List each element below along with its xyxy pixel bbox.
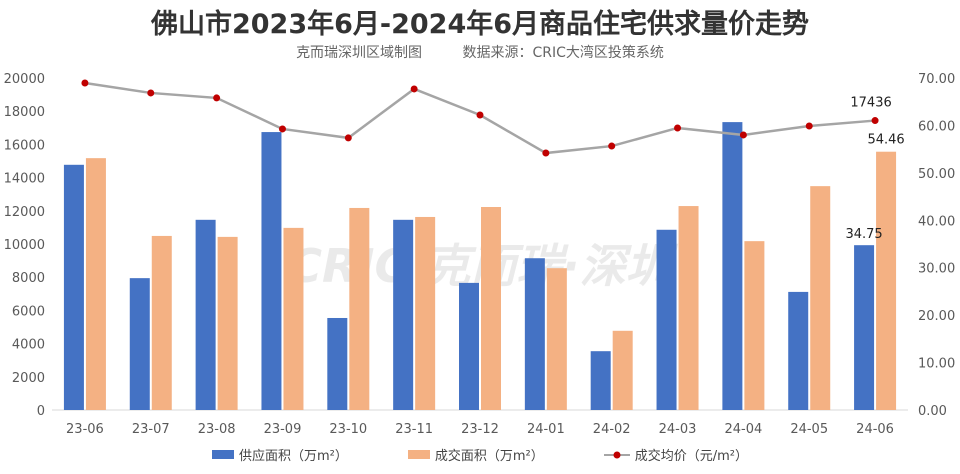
- x-axis-tick: 24-01: [527, 422, 565, 437]
- right-axis-tick: 0.00: [918, 404, 947, 419]
- bar-supply: [63, 164, 84, 410]
- right-axis-tick: 70.00: [918, 72, 955, 87]
- x-axis-tick: 24-06: [856, 422, 894, 437]
- legend-line-marker-icon: [603, 451, 630, 458]
- chart-subtitle: 克而瑞深圳区域制图 数据来源：CRIC大湾区投策系统: [0, 42, 960, 62]
- legend-swatch-supply: [211, 450, 234, 459]
- bar-deal: [349, 207, 370, 410]
- legend-item-price[interactable]: 成交均价（元/m²）: [603, 445, 749, 464]
- legend-label-price: 成交均价（元/m²）: [634, 449, 749, 464]
- subtitle-right: 数据来源：CRIC大湾区投策系统: [462, 45, 664, 61]
- x-axis-tick: 23-11: [395, 422, 433, 437]
- x-axis-tick: 24-05: [790, 422, 828, 437]
- left-axis-tick: 10000: [4, 238, 45, 253]
- bar-supply: [524, 258, 545, 410]
- price-point: [410, 85, 418, 93]
- legend-item-supply[interactable]: 供应面积（万m²）: [211, 445, 348, 464]
- bar-deal: [151, 235, 172, 410]
- x-axis-tick: 23-10: [329, 422, 367, 437]
- left-axis-tick: 18000: [4, 105, 45, 120]
- left-axis-tick: 0: [37, 404, 45, 419]
- bar-supply: [590, 351, 611, 410]
- x-axis-tick: 23-06: [66, 422, 104, 437]
- bar-supply: [261, 132, 282, 410]
- left-axis-tick: 16000: [4, 138, 45, 153]
- x-axis-tick: 23-07: [132, 422, 170, 437]
- left-axis-tick: 4000: [12, 338, 45, 353]
- bar-deal: [415, 216, 436, 410]
- x-axis-tick: 23-12: [461, 422, 499, 437]
- bar-supply: [393, 219, 414, 410]
- right-axis-tick: 60.00: [918, 119, 955, 134]
- price-point: [674, 124, 682, 132]
- bar-deal: [612, 330, 633, 410]
- bar-supply: [788, 291, 809, 410]
- data-label: 34.75: [845, 227, 882, 242]
- bar-deal: [876, 151, 897, 411]
- bar-deal: [678, 206, 699, 410]
- x-axis-tick: 23-08: [198, 422, 236, 437]
- legend-swatch-deal: [407, 450, 430, 459]
- price-point: [739, 131, 747, 139]
- data-label: 17436: [850, 96, 891, 111]
- price-point: [542, 149, 550, 157]
- x-axis-tick: 24-03: [659, 422, 697, 437]
- price-point: [344, 134, 352, 142]
- bar-deal: [85, 158, 106, 410]
- left-axis-tick: 8000: [12, 271, 45, 286]
- price-point: [805, 122, 813, 130]
- price-point: [213, 94, 221, 102]
- left-axis-tick: 2000: [12, 371, 45, 386]
- bar-deal: [744, 241, 765, 410]
- right-axis-tick: 20.00: [918, 309, 955, 324]
- price-point: [81, 79, 89, 87]
- legend-label-deal: 成交面积（万m²）: [434, 449, 544, 464]
- bar-supply: [195, 219, 216, 410]
- price-point: [871, 117, 879, 125]
- bar-supply: [656, 229, 677, 410]
- x-axis-tick: 24-02: [593, 422, 631, 437]
- bar-deal: [546, 268, 567, 410]
- bar-supply: [722, 122, 743, 410]
- bar-deal: [481, 207, 501, 410]
- bar-supply: [459, 282, 479, 410]
- left-axis-tick: 14000: [4, 172, 45, 187]
- right-axis-tick: 50.00: [918, 167, 955, 182]
- x-axis-tick: 23-09: [264, 422, 302, 437]
- price-point: [278, 125, 286, 133]
- price-point: [147, 89, 155, 97]
- left-axis-tick: 20000: [4, 72, 45, 87]
- legend: 供应面积（万m²） 成交面积（万m²） 成交均价（元/m²）: [0, 445, 960, 464]
- right-axis-tick: 30.00: [918, 262, 955, 277]
- subtitle-left: 克而瑞深圳区域制图: [296, 45, 423, 61]
- bar-deal: [810, 186, 831, 410]
- right-axis-tick: 40.00: [918, 214, 955, 229]
- x-axis-tick: 24-04: [724, 422, 762, 437]
- bar-supply: [129, 278, 150, 410]
- left-axis-tick: 6000: [12, 304, 45, 319]
- left-axis-tick: 12000: [4, 205, 45, 220]
- bar-supply: [854, 245, 875, 410]
- data-label: 54.46: [867, 133, 904, 148]
- price-point: [608, 142, 616, 150]
- price-point: [476, 111, 484, 119]
- bar-supply: [327, 317, 348, 410]
- right-axis-tick: 10.00: [918, 357, 955, 372]
- chart-title: 佛山市2023年6月-2024年6月商品住宅供求量价走势: [150, 9, 810, 40]
- bar-deal: [283, 227, 304, 410]
- bar-deal: [217, 236, 238, 410]
- legend-item-deal[interactable]: 成交面积（万m²）: [407, 445, 544, 464]
- legend-label-supply: 供应面积（万m²）: [238, 449, 348, 464]
